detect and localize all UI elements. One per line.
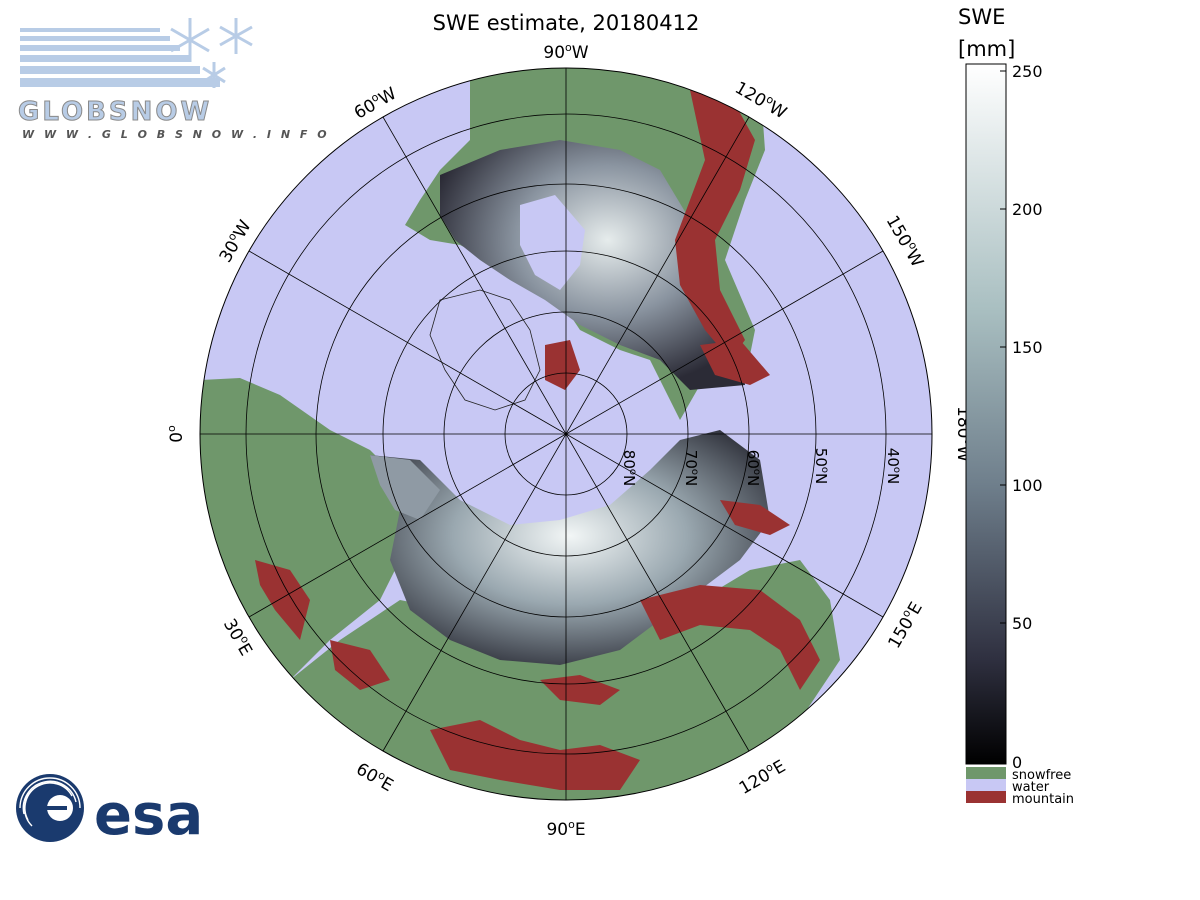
legend-swatch-snowfree	[966, 767, 1006, 779]
colorbar: SWE [mm] 250 200 150 100 50 0 snowfree w…	[958, 5, 1074, 807]
colorbar-title-line1: SWE	[958, 5, 1005, 29]
globsnow-wordmark: GLOBSNOW	[18, 97, 212, 127]
colorbar-tick-200: 200	[1012, 200, 1043, 219]
alps-mountains	[255, 560, 310, 640]
caucasus-mountains	[330, 640, 390, 690]
lon-label-90w: 90oW	[543, 41, 588, 63]
globsnow-logo: GLOBSNOW W W W . G L O B S N O W . I N F…	[18, 18, 330, 141]
kamchatka-mountains	[720, 500, 790, 535]
colorbar-tick-50: 50	[1012, 614, 1032, 633]
colorbar-tick-0: 0	[1012, 753, 1022, 772]
hudson-bay	[520, 195, 585, 290]
lon-label-0: 0o	[165, 425, 187, 443]
europe-land	[200, 378, 450, 680]
lat-label-60n: 60oN	[744, 450, 762, 486]
colorbar-title-line2: [mm]	[958, 37, 1015, 61]
lat-label-50n: 50oN	[812, 448, 830, 484]
colorbar-tick-150: 150	[1012, 338, 1043, 357]
colorbar-gradient	[965, 63, 1007, 765]
baffin-mountains	[545, 340, 580, 390]
lat-label-40n: 40oN	[884, 448, 902, 484]
greenland	[429, 289, 541, 411]
latitude-labels: 80oN 70oN 60oN 50oN 40oN	[620, 448, 902, 486]
lat-label-70n: 70oN	[682, 450, 700, 486]
lon-label-60e: 60oE	[353, 757, 398, 796]
globsnow-url: W W W . G L O B S N O W . I N F O	[22, 128, 330, 141]
legend-swatch-mountain	[966, 791, 1006, 803]
lon-label-120e: 120oE	[735, 755, 789, 799]
esa-logo: esa	[16, 774, 203, 848]
esa-emblem-icon	[16, 774, 84, 842]
north-america-snow	[440, 140, 745, 390]
lat-label-80n: 80oN	[620, 450, 638, 486]
legend-swatch-water	[966, 779, 1006, 791]
snowflake-icon	[170, 18, 253, 88]
lon-label-90e: 90oE	[546, 818, 585, 840]
legend-label-mountain: mountain	[1012, 792, 1074, 807]
alaska-mountains	[700, 340, 770, 385]
rocky-mountains	[675, 90, 755, 360]
colorbar-tick-100: 100	[1012, 476, 1043, 495]
siberia-mountains	[640, 585, 820, 690]
map-border	[199, 67, 933, 801]
esa-wordmark: esa	[94, 783, 203, 848]
legend-label-snowfree: snowfree	[1012, 768, 1071, 783]
polar-map	[200, 68, 932, 800]
map-title: SWE estimate, 20180412	[433, 11, 700, 35]
graticule	[200, 68, 932, 800]
central-asia-mountains	[430, 720, 640, 790]
scandinavia-snow	[370, 455, 440, 520]
legend-label-water: water	[1012, 780, 1050, 795]
colorbar-tick-250: 250	[1012, 62, 1043, 81]
altai-mountains	[540, 675, 620, 705]
